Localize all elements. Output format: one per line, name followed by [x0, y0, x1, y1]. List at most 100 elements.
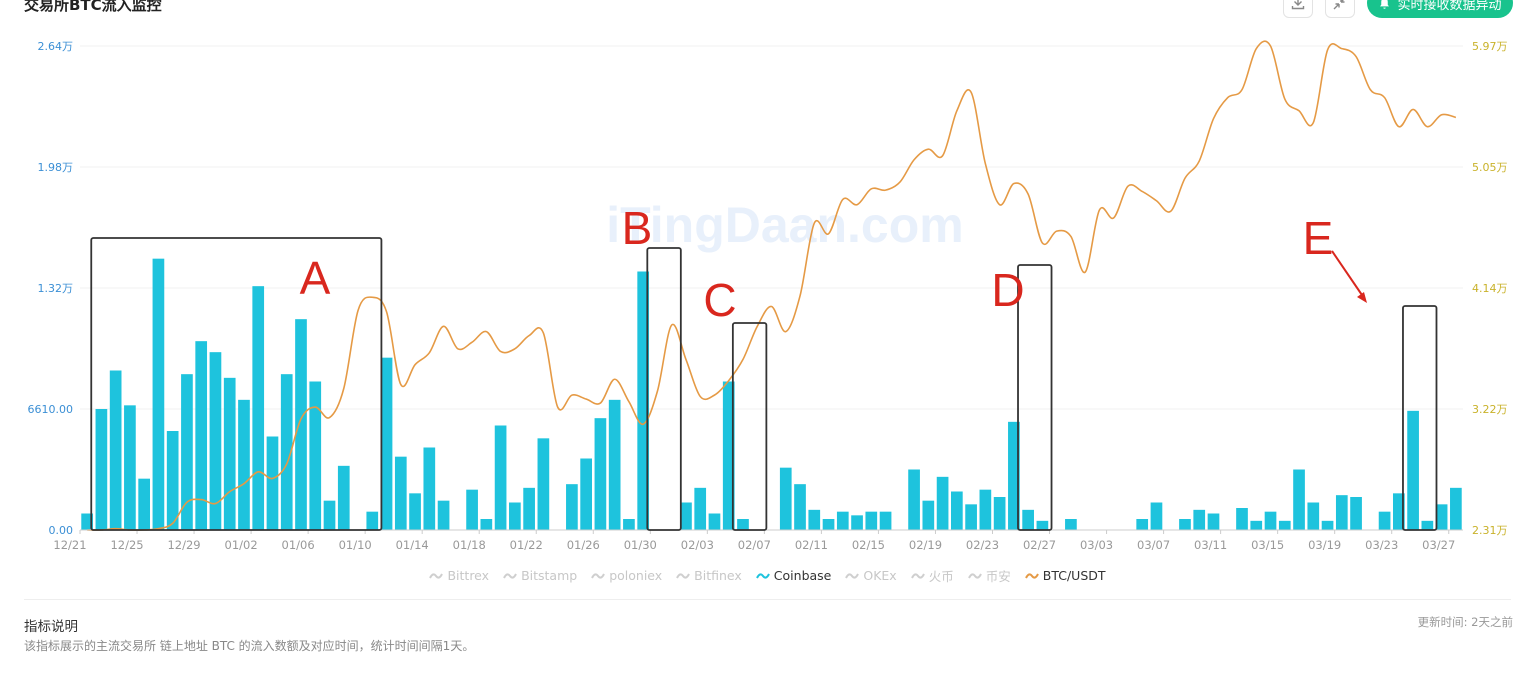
coinbase-bar: [437, 500, 450, 530]
coinbase-bar: [1022, 509, 1034, 530]
coinbase-bar: [95, 409, 108, 530]
live-alert-label: 实时接收数据异动: [1397, 0, 1502, 13]
x-tick-label: 02/07: [738, 538, 771, 552]
coinbase-bar: [109, 370, 122, 530]
btc-usdt-series-line: [87, 40, 1457, 531]
legend-line-icon: [503, 572, 517, 579]
coinbase-bar: [908, 469, 920, 530]
coinbase-bar: [737, 519, 749, 530]
chart-legend: Bittrex Bitstamp poloniex Bitfinex Coinbase O…: [0, 566, 1535, 585]
y-right-tick-label: 5.05万: [1472, 161, 1508, 174]
coinbase-bar: [566, 484, 578, 530]
bell-icon: [1380, 0, 1390, 9]
x-tick-label: 01/14: [396, 538, 429, 552]
legend-item[interactable]: BTC/USDT: [1024, 566, 1106, 585]
x-tick-label: 01/22: [510, 538, 543, 552]
coinbase-bar: [252, 286, 265, 530]
annotation-box-c: [731, 322, 768, 531]
legend-item[interactable]: Bitstamp: [503, 566, 577, 585]
legend-label: OKEx: [863, 568, 897, 583]
annotation-arrow-head: [1357, 292, 1367, 303]
coinbase-bar: [779, 467, 792, 530]
legend-item[interactable]: Coinbase: [755, 566, 832, 585]
x-tick-label: 01/02: [225, 538, 258, 552]
coinbase-bar: [680, 502, 692, 530]
annotation-box-e: [1402, 305, 1438, 531]
coinbase-bar: [409, 493, 421, 530]
watermark: iTingDaan.com: [606, 197, 963, 253]
x-tick-label: 02/11: [795, 538, 828, 552]
x-tick-label: 12/25: [110, 538, 143, 552]
collapse-button[interactable]: [1325, 0, 1355, 18]
coinbase-bar: [1193, 509, 1206, 530]
coinbase-bar: [580, 458, 592, 530]
coinbase-bar: [1335, 495, 1348, 530]
coinbase-bar: [181, 374, 193, 530]
indicator-description: 该指标展示的主流交易所 链上地址 BTC 的流入数额及对应时间，统计时间间隔1天…: [24, 639, 475, 653]
annotation-label-d: D: [991, 264, 1024, 316]
x-tick-label: 03/19: [1308, 538, 1341, 552]
coinbase-bar: [623, 519, 635, 530]
page-title: 交易所BTC流入监控: [24, 0, 162, 14]
y-left-tick-label: 1.32万: [38, 282, 74, 295]
x-tick-label: 03/07: [1137, 538, 1170, 552]
coinbase-bar: [851, 515, 863, 530]
coinbase-bar: [323, 500, 336, 530]
x-tick-label: 02/23: [966, 538, 999, 552]
coinbase-bar: [865, 511, 878, 530]
legend-item[interactable]: 火币: [910, 566, 954, 585]
y-right-tick-label: 3.22万: [1472, 403, 1508, 416]
legend-label: 火币: [928, 569, 954, 584]
legend-item[interactable]: Bitfinex: [676, 566, 742, 585]
coinbase-bar: [951, 491, 963, 530]
coinbase-bar: [1407, 410, 1419, 530]
coinbase-bars: [81, 258, 1462, 530]
coinbase-bar: [366, 511, 379, 530]
coinbase-bar: [494, 425, 507, 530]
coinbase-bar: [195, 341, 208, 530]
legend-item[interactable]: OKEx: [845, 566, 897, 585]
download-button[interactable]: [1283, 0, 1313, 18]
legend-item[interactable]: Bittrex: [429, 566, 489, 585]
coinbase-bar: [124, 405, 136, 530]
coinbase-bar: [509, 502, 521, 530]
legend-label: Coinbase: [773, 568, 832, 583]
x-tick-label: 03/03: [1080, 538, 1113, 552]
update-time: 更新时间: 2天之前: [1417, 615, 1513, 629]
legend-label: Bitfinex: [694, 568, 742, 583]
download-icon: [1291, 0, 1305, 10]
y-left-tick-label: 0.00: [49, 524, 74, 537]
annotations: A BC D E: [90, 202, 1438, 531]
coinbase-bar: [608, 399, 621, 530]
coinbase-bar: [337, 465, 350, 530]
coinbase-bar: [1065, 519, 1077, 530]
coinbase-bar: [480, 519, 493, 530]
x-tick-label: 12/21: [53, 538, 86, 552]
coinbase-bar: [423, 447, 436, 530]
coinbase-bar: [879, 511, 892, 530]
coinbase-bar: [238, 399, 250, 530]
coinbase-bar: [1307, 502, 1320, 530]
coinbase-bar: [836, 511, 849, 530]
coinbase-bar: [1008, 421, 1020, 530]
coinbase-bar: [537, 438, 550, 530]
coinbase-bar: [380, 357, 393, 530]
legend-item[interactable]: poloniex: [591, 566, 662, 585]
coinbase-bar: [223, 377, 236, 530]
legend-item[interactable]: 币安: [967, 566, 1011, 585]
x-tick-label: 02/03: [681, 538, 714, 552]
coinbase-bar: [1179, 519, 1191, 530]
coinbase-bar: [394, 456, 407, 530]
coinbase-bar: [1450, 487, 1462, 530]
coinbase-bar: [166, 431, 179, 530]
legend-line-icon: [755, 572, 770, 579]
annotation-arrow: [1331, 250, 1365, 299]
legend-label: 币安: [985, 569, 1011, 584]
legend-line-icon: [967, 572, 982, 579]
coinbase-bar: [152, 258, 165, 530]
coinbase-bar: [1392, 493, 1405, 530]
x-tick-label: 01/30: [624, 538, 657, 552]
x-tick-label: 12/29: [167, 538, 200, 552]
coinbase-bar: [1250, 520, 1263, 530]
live-alert-button[interactable]: 实时接收数据异动: [1367, 0, 1513, 18]
